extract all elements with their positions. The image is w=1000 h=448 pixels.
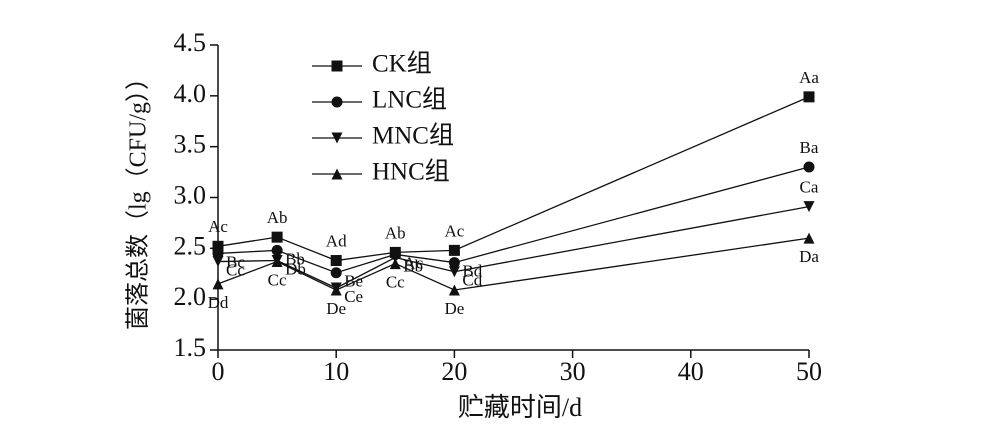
point-label: Dd xyxy=(208,293,229,312)
marker xyxy=(271,244,283,256)
point-label: Db xyxy=(285,259,306,278)
marker xyxy=(389,251,401,263)
marker xyxy=(803,161,815,173)
series-line xyxy=(217,206,810,289)
legend-label: CK组 xyxy=(372,50,432,78)
point-label: Bd xyxy=(462,261,482,280)
x-axis-label: 贮藏时间/d xyxy=(458,393,582,422)
marker xyxy=(803,232,815,244)
point-label: Ad xyxy=(326,231,347,250)
marker xyxy=(271,256,283,268)
marker xyxy=(803,91,815,103)
point-label: Ac xyxy=(444,221,464,240)
marker xyxy=(389,258,401,270)
marker xyxy=(448,257,460,269)
point-label: Ca xyxy=(800,178,819,197)
x-tick-label: 30 xyxy=(560,357,586,386)
marker xyxy=(448,266,460,278)
point-label: Ce xyxy=(344,287,363,306)
marker xyxy=(331,96,343,108)
series-line xyxy=(217,166,810,274)
point-label: Ac xyxy=(403,253,423,272)
series-line xyxy=(217,237,810,291)
y-tick-label: 1.5 xyxy=(174,333,207,362)
y-tick-label: 2.0 xyxy=(174,282,207,311)
marker xyxy=(448,284,460,296)
y-tick-label: 2.5 xyxy=(174,231,207,260)
point-label: Ab xyxy=(385,223,406,242)
marker xyxy=(331,60,343,72)
marker xyxy=(212,240,224,252)
point-label: De xyxy=(326,299,346,318)
legend-label: MNC组 xyxy=(372,122,454,150)
y-tick-label: 4.0 xyxy=(174,79,207,108)
series-line xyxy=(217,96,810,262)
y-tick-label: 3.5 xyxy=(174,130,207,159)
marker xyxy=(330,284,342,296)
point-label: De xyxy=(444,299,464,318)
point-label: Da xyxy=(799,247,819,266)
marker xyxy=(331,168,343,180)
marker xyxy=(212,278,224,290)
x-tick-label: 10 xyxy=(323,357,349,386)
point-label: Cc xyxy=(386,272,405,291)
point-label: Cc xyxy=(268,270,287,289)
x-tick-label: 50 xyxy=(796,357,822,386)
point-label: Bb xyxy=(403,256,423,275)
x-tick-label: 40 xyxy=(678,357,704,386)
y-axis-label: 菌落总数（lg（CFU/g）） xyxy=(125,66,152,330)
marker xyxy=(212,256,224,268)
marker xyxy=(330,267,342,279)
y-tick-label: 4.5 xyxy=(174,28,207,57)
marker xyxy=(803,201,815,213)
legend-label: HNC组 xyxy=(372,158,450,186)
marker xyxy=(271,231,283,243)
point-label: Aa xyxy=(799,68,819,87)
y-tick-label: 3.0 xyxy=(174,180,207,209)
x-tick-label: 0 xyxy=(212,357,225,386)
point-label: Ab xyxy=(267,208,288,227)
point-label: Cd xyxy=(462,271,482,290)
x-tick-label: 20 xyxy=(441,357,467,386)
marker xyxy=(331,132,343,144)
point-label: Ac xyxy=(208,217,228,236)
point-label: Bb xyxy=(285,249,305,268)
marker xyxy=(448,244,460,256)
marker xyxy=(330,255,342,267)
point-label: Ba xyxy=(800,138,819,157)
legend-label: LNC组 xyxy=(372,86,447,114)
